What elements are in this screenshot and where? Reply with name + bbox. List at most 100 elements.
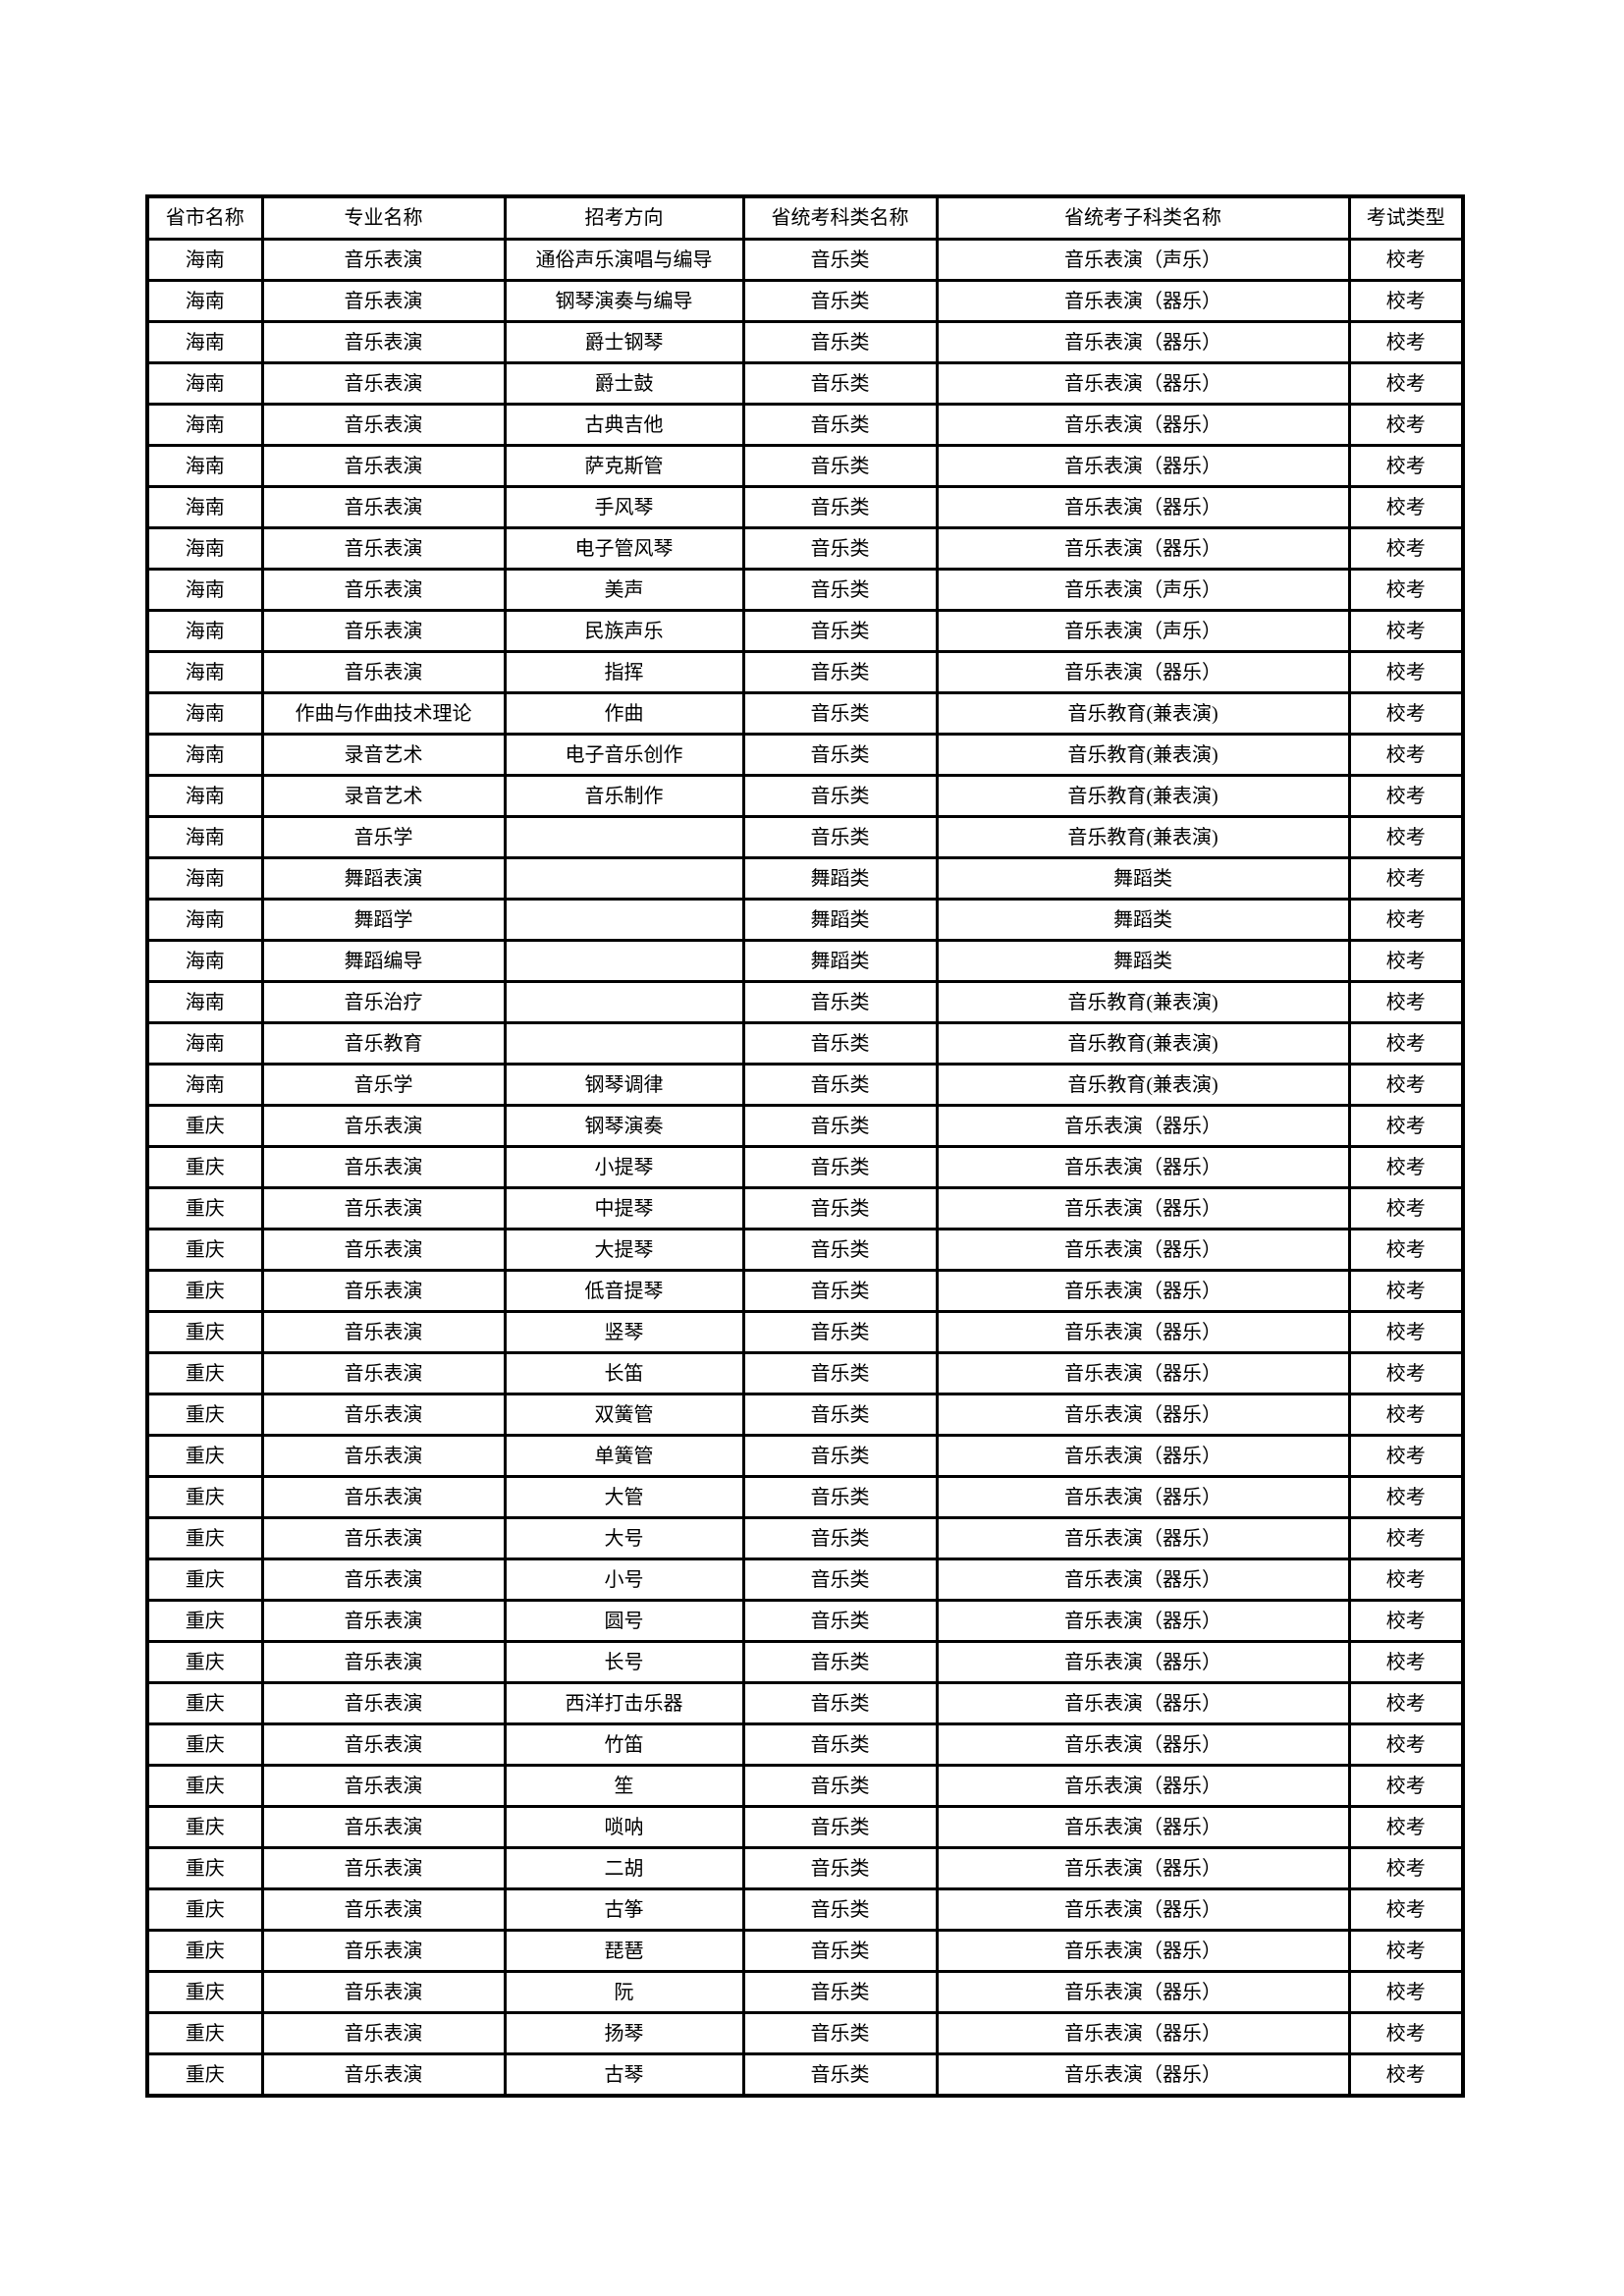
table-row: 海南 音乐表演 民族声乐 音乐类 音乐表演（声乐） 校考 — [145, 609, 1465, 653]
table-cell: 音乐表演（声乐） — [935, 238, 1351, 282]
table-cell: 长笛 — [503, 1351, 745, 1395]
table-cell: 音乐类 — [741, 1393, 939, 1437]
table-cell: 音乐表演（声乐） — [935, 609, 1351, 653]
table-cell: 音乐表演 — [260, 1764, 507, 1808]
table-row: 重庆 音乐表演 琵琶 音乐类 音乐表演（器乐） 校考 — [145, 1929, 1465, 1973]
table-cell: 校考 — [1347, 279, 1465, 323]
table-cell: 重庆 — [145, 1805, 264, 1849]
table-cell: 音乐表演（器乐） — [935, 1269, 1351, 1313]
table-row: 海南 音乐学 音乐类 音乐教育(兼表演) 校考 — [145, 815, 1465, 859]
table-cell: 校考 — [1347, 1063, 1465, 1107]
table-cell: 海南 — [145, 1021, 264, 1066]
table-cell: 音乐表演 — [260, 485, 507, 529]
table-cell: 校考 — [1347, 361, 1465, 406]
table-cell: 海南 — [145, 403, 264, 447]
table-cell: 音乐教育(兼表演) — [935, 733, 1351, 777]
table-row: 海南 舞蹈表演 舞蹈类 舞蹈类 校考 — [145, 856, 1465, 901]
table-cell: 校考 — [1347, 1269, 1465, 1313]
table-cell: 大管 — [503, 1475, 745, 1519]
table-cell — [503, 1021, 745, 1066]
table-cell: 作曲 — [503, 691, 745, 736]
table-cell: 古典吉他 — [503, 403, 745, 447]
table-cell: 音乐表演（器乐） — [935, 1929, 1351, 1973]
table-cell: 音乐表演（器乐） — [935, 1722, 1351, 1767]
table-cell: 海南 — [145, 691, 264, 736]
table-cell: 音乐表演（器乐） — [935, 1310, 1351, 1354]
table-cell: 中提琴 — [503, 1186, 745, 1230]
table-cell: 舞蹈类 — [935, 856, 1351, 901]
table-row: 海南 作曲与作曲技术理论 作曲 音乐类 音乐教育(兼表演) 校考 — [145, 691, 1465, 736]
table-cell: 音乐表演 — [260, 1475, 507, 1519]
table-cell: 音乐表演（器乐） — [935, 1228, 1351, 1272]
table-cell: 音乐类 — [741, 1063, 939, 1107]
table-cell: 校考 — [1347, 898, 1465, 942]
table-cell: 音乐类 — [741, 1310, 939, 1354]
table-cell: 唢呐 — [503, 1805, 745, 1849]
table-row: 海南 音乐表演 古典吉他 音乐类 音乐表演（器乐） 校考 — [145, 403, 1465, 447]
table-row: 重庆 音乐表演 双簧管 音乐类 音乐表演（器乐） 校考 — [145, 1393, 1465, 1437]
table-cell: 音乐教育(兼表演) — [935, 980, 1351, 1024]
table-row: 重庆 音乐表演 竹笛 音乐类 音乐表演（器乐） 校考 — [145, 1722, 1465, 1767]
table-cell: 阮 — [503, 1970, 745, 2014]
table-cell: 重庆 — [145, 1351, 264, 1395]
table-cell: 校考 — [1347, 1681, 1465, 1725]
table-cell: 重庆 — [145, 1228, 264, 1272]
column-header: 考试类型 — [1347, 194, 1465, 241]
table-cell: 音乐表演 — [260, 1599, 507, 1643]
table-cell: 录音艺术 — [260, 774, 507, 818]
table-row: 重庆 音乐表演 中提琴 音乐类 音乐表演（器乐） 校考 — [145, 1186, 1465, 1230]
table-cell: 音乐类 — [741, 279, 939, 323]
table-cell: 竹笛 — [503, 1722, 745, 1767]
table-cell: 手风琴 — [503, 485, 745, 529]
table-cell: 古琴 — [503, 2052, 745, 2098]
table-cell: 音乐类 — [741, 1269, 939, 1313]
table-cell: 校考 — [1347, 1887, 1465, 1932]
table-row: 海南 音乐表演 手风琴 音乐类 音乐表演（器乐） 校考 — [145, 485, 1465, 529]
table-cell: 音乐教育(兼表演) — [935, 1063, 1351, 1107]
table-cell: 校考 — [1347, 939, 1465, 983]
table-cell: 音乐类 — [741, 1970, 939, 2014]
table-row: 重庆 音乐表演 大号 音乐类 音乐表演（器乐） 校考 — [145, 1516, 1465, 1560]
table-cell: 校考 — [1347, 1599, 1465, 1643]
table-cell: 音乐表演 — [260, 361, 507, 406]
table-cell: 舞蹈类 — [741, 856, 939, 901]
table-cell: 音乐表演 — [260, 1145, 507, 1189]
table-cell: 校考 — [1347, 1640, 1465, 1684]
table-cell: 海南 — [145, 609, 264, 653]
table-cell: 音乐类 — [741, 361, 939, 406]
table-cell: 音乐表演 — [260, 1516, 507, 1560]
table-row: 重庆 音乐表演 古琴 音乐类 音乐表演（器乐） 校考 — [145, 2052, 1465, 2098]
table-cell: 重庆 — [145, 1393, 264, 1437]
table-cell: 音乐类 — [741, 320, 939, 364]
table-row: 重庆 音乐表演笙音乐类 音乐表演（器乐） 校考 — [145, 1764, 1465, 1808]
table-cell: 二胡 — [503, 1846, 745, 1890]
table-cell: 钢琴演奏与编导 — [503, 279, 745, 323]
table-row: 重庆 音乐表演阮音乐类 音乐表演（器乐） 校考 — [145, 1970, 1465, 2014]
table-cell: 音乐类 — [741, 1887, 939, 1932]
table-cell: 音乐制作 — [503, 774, 745, 818]
table-row: 海南 音乐表演 爵士钢琴 音乐类 音乐表演（器乐） 校考 — [145, 320, 1465, 364]
table-cell: 音乐表演 — [260, 1722, 507, 1767]
table-cell: 校考 — [1347, 774, 1465, 818]
table-cell: 重庆 — [145, 1310, 264, 1354]
table-row: 重庆 音乐表演 古筝 音乐类 音乐表演（器乐） 校考 — [145, 1887, 1465, 1932]
table-cell: 音乐类 — [741, 1929, 939, 1973]
table-row: 重庆 音乐表演 大提琴 音乐类 音乐表演（器乐） 校考 — [145, 1228, 1465, 1272]
table-cell: 竖琴 — [503, 1310, 745, 1354]
table-cell: 校考 — [1347, 1558, 1465, 1602]
table-cell: 音乐类 — [741, 609, 939, 653]
table-cell: 校考 — [1347, 238, 1465, 282]
table-row: 海南 音乐表演 钢琴演奏与编导 音乐类 音乐表演（器乐） 校考 — [145, 279, 1465, 323]
table-cell: 音乐表演 — [260, 1393, 507, 1437]
table-cell: 重庆 — [145, 1970, 264, 2014]
table-cell: 音乐类 — [741, 2011, 939, 2055]
table-cell: 校考 — [1347, 856, 1465, 901]
table-cell: 海南 — [145, 650, 264, 694]
table-row: 海南 音乐表演 指挥 音乐类 音乐表演（器乐） 校考 — [145, 650, 1465, 694]
table-row: 重庆 音乐表演 低音提琴 音乐类 音乐表演（器乐） 校考 — [145, 1269, 1465, 1313]
table-cell: 圆号 — [503, 1599, 745, 1643]
table-cell: 音乐类 — [741, 980, 939, 1024]
table-cell: 钢琴调律 — [503, 1063, 745, 1107]
table-cell: 校考 — [1347, 1393, 1465, 1437]
